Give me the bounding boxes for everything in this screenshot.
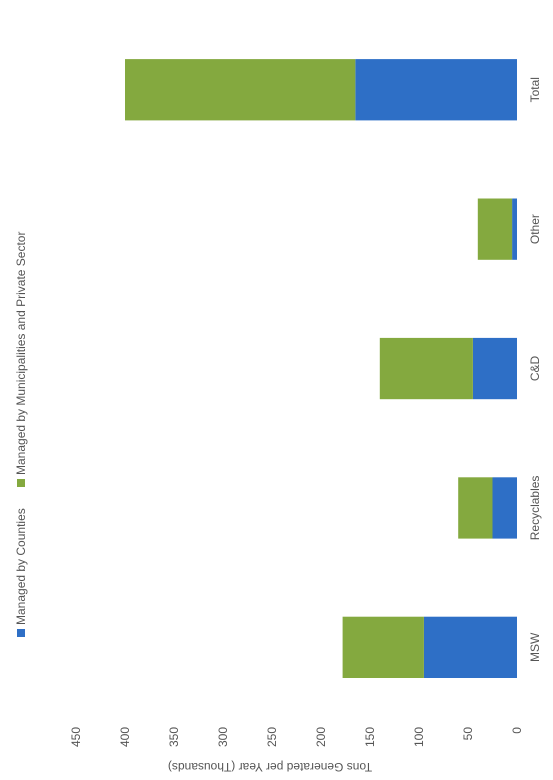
- bar-counties-2: [472, 337, 517, 400]
- value-tick-label: 200: [314, 727, 328, 747]
- category-label: C&D: [528, 356, 542, 382]
- value-tick-label: 0: [510, 727, 524, 734]
- legend-label-1: Managed by Municipalities and Private Se…: [14, 232, 28, 475]
- category-label: MSW: [528, 632, 542, 662]
- legend-swatch-1: [17, 479, 25, 487]
- value-axis-ticks: 0 50 100 150 200 250 300 350 400 450: [69, 727, 524, 747]
- bar-counties-3: [512, 198, 517, 260]
- value-tick-label: 350: [167, 727, 181, 747]
- bar-counties-0: [423, 616, 517, 678]
- bar-municipalities-3: [477, 198, 513, 260]
- bar-counties-4: [355, 59, 517, 121]
- value-tick-label: 450: [69, 727, 83, 747]
- bar-municipalities-4: [125, 59, 356, 121]
- value-tick-label: 100: [412, 727, 426, 747]
- value-tick-label: 300: [216, 727, 230, 747]
- category-label: Total: [528, 77, 542, 102]
- value-axis-title: Tons Generated per Year (Thousands): [168, 760, 372, 774]
- value-tick-label: 400: [118, 727, 132, 747]
- bar-municipalities-2: [379, 337, 473, 400]
- legend-swatch-0: [17, 629, 25, 637]
- legend-label-0: Managed by Counties: [14, 508, 28, 625]
- category-axis-labels: MSW Recyclables C&D Other Total: [528, 77, 542, 662]
- value-tick-label: 50: [461, 727, 475, 741]
- value-tick-label: 250: [265, 727, 279, 747]
- bar-counties-1: [492, 477, 517, 539]
- value-tick-label: 150: [363, 727, 377, 747]
- category-label: Recyclables: [528, 476, 542, 541]
- legend: Managed by Counties Managed by Municipali…: [14, 232, 28, 637]
- bar-municipalities-1: [458, 477, 493, 539]
- category-label: Other: [528, 214, 542, 244]
- bars-layer: [125, 59, 517, 678]
- bar-municipalities-0: [342, 616, 424, 678]
